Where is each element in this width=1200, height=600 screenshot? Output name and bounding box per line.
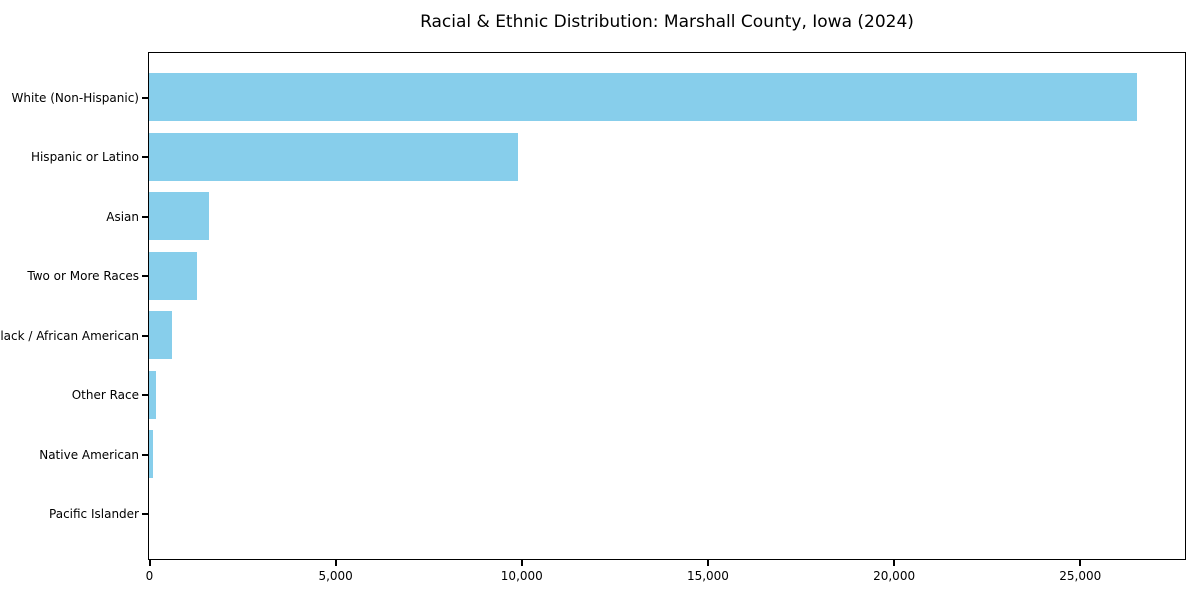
bar [149,251,198,300]
y-tick [142,453,148,456]
bar-row [149,187,1185,247]
bar-row [149,425,1185,485]
bar [149,192,209,241]
x-tick [893,560,896,566]
bars [149,53,1185,559]
x-tick-label: 20,000 [873,569,916,583]
bar-row [149,127,1185,187]
category-label: Hispanic or Latino [30,150,139,165]
y-tick [142,275,148,278]
y-tick [142,513,148,516]
y-tick [142,156,148,159]
chart-title: Racial & Ethnic Distribution: Marshall C… [420,12,914,32]
bar [149,430,154,479]
bar [149,370,156,419]
x-tick [1079,560,1082,566]
y-axis-labels: White (Non-Hispanic) Hispanic or Latino As… [0,52,139,560]
y-tick-row [142,128,148,188]
bar-row [149,68,1185,128]
category-label: Pacific Islander [49,507,139,522]
x-tick [334,560,337,566]
x-tick-label: 10,000 [500,569,543,583]
bar-row [149,484,1185,544]
y-tick [142,215,148,218]
category-label: Two or More Races [27,269,139,284]
category-label: Asian [106,209,139,224]
plot-area [148,52,1186,560]
category-label: Native American [39,447,139,462]
y-tick-row [142,366,148,426]
y-tick-row [142,485,148,545]
y-tick-row [142,247,148,307]
x-axis-ticks: 0 5,000 10,000 15,000 20,000 25,000 [146,560,1185,594]
bar-row [149,365,1185,425]
bar [149,132,518,181]
bar-row [149,246,1185,306]
x-tick [520,560,523,566]
y-tick-row [142,68,148,128]
y-tick [142,334,148,337]
category-label: Other Race [71,388,139,403]
y-tick [142,96,148,99]
bar-row [149,306,1185,366]
y-tick-row [142,187,148,247]
bar [149,73,1137,122]
x-tick-label: 25,000 [1059,569,1102,583]
y-tick-row [142,306,148,366]
y-tick-row [142,425,148,485]
y-tick [142,394,148,397]
category-label: White (Non-Hispanic) [11,90,139,105]
x-tick-label: 0 [145,569,154,583]
category-label: Black / African American [0,328,139,343]
x-tick [148,560,151,566]
x-tick-label: 15,000 [686,569,729,583]
x-tick-label: 5,000 [318,569,353,583]
bar [149,311,173,360]
y-axis-ticks [142,52,148,560]
x-tick [706,560,709,566]
